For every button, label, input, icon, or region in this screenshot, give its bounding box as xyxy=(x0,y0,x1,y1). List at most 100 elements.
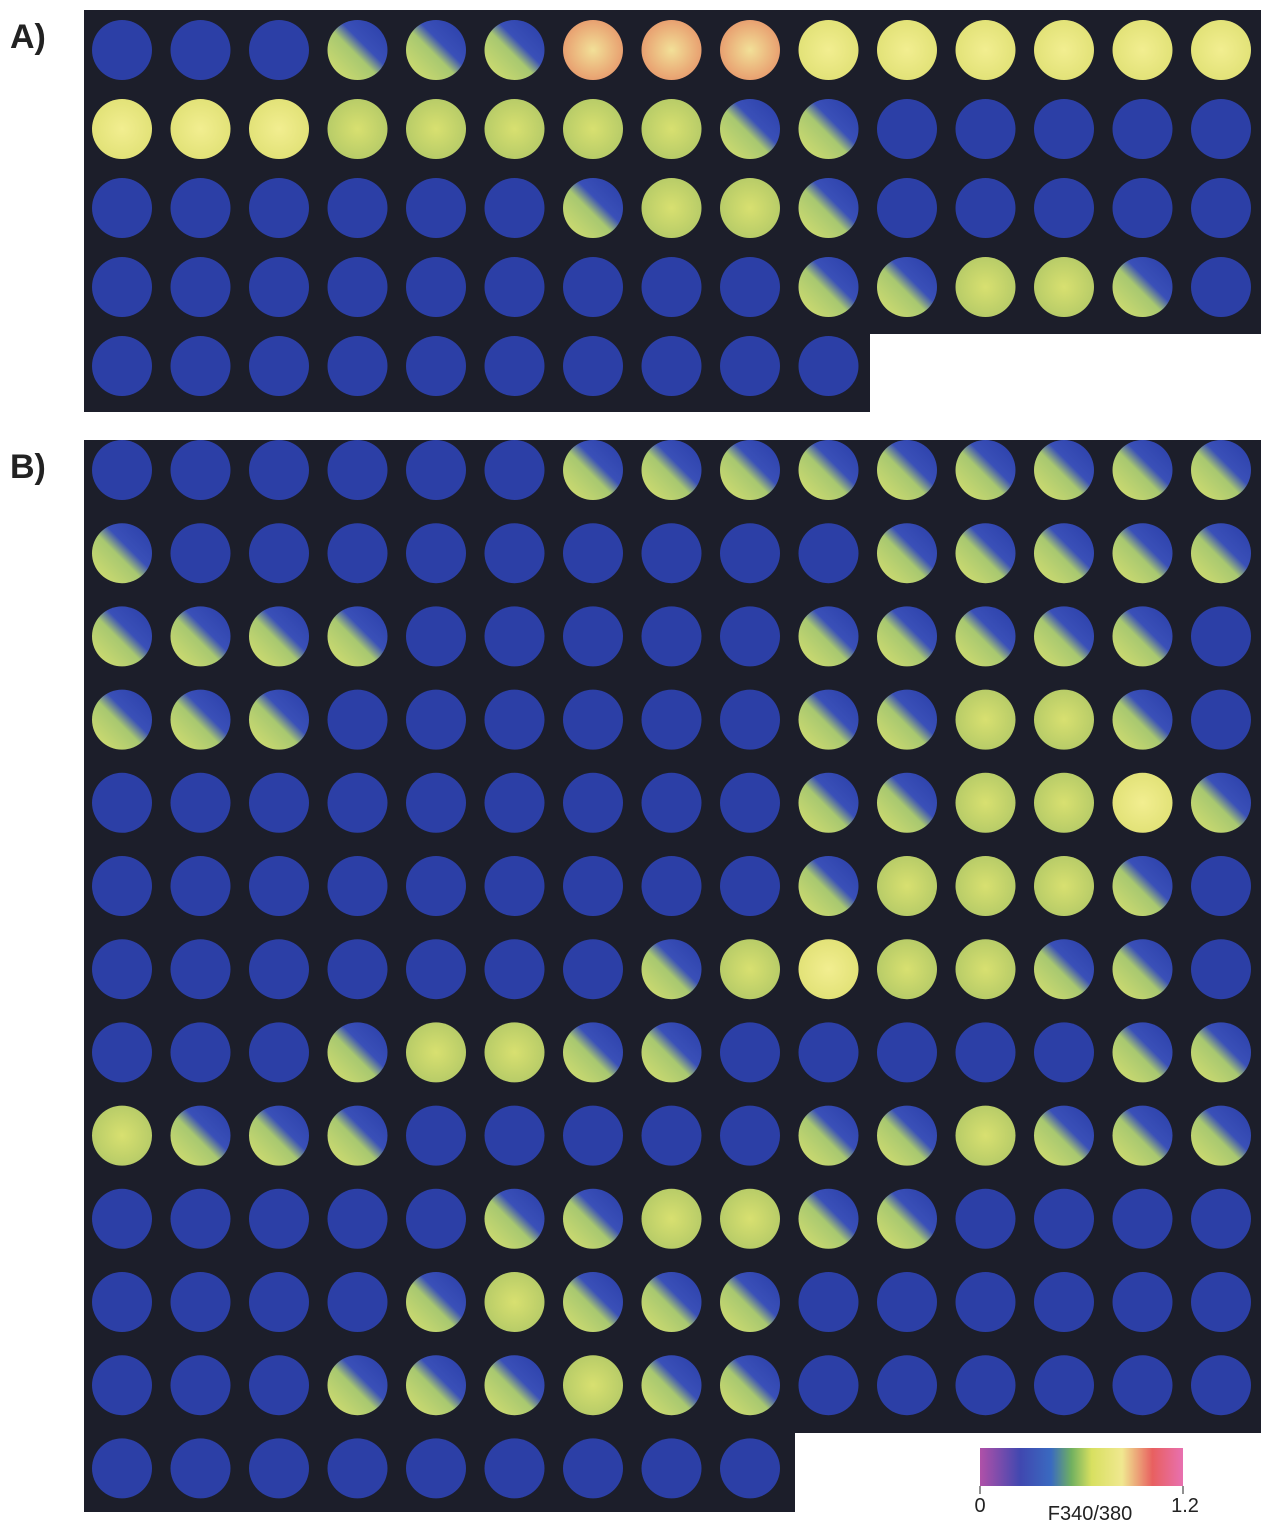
cell xyxy=(1112,178,1173,238)
cell xyxy=(955,257,1016,317)
cell xyxy=(170,1188,231,1249)
cell xyxy=(641,178,702,238)
cell xyxy=(1191,939,1251,1000)
cell xyxy=(92,939,152,1000)
cell xyxy=(327,856,388,916)
cell xyxy=(170,1105,231,1166)
cell xyxy=(877,1272,937,1332)
cell xyxy=(955,772,1016,833)
cell xyxy=(563,856,623,916)
cell xyxy=(798,440,859,500)
cell xyxy=(406,772,466,833)
cell xyxy=(484,440,545,500)
cell xyxy=(1191,856,1251,916)
cell xyxy=(955,99,1016,159)
cell xyxy=(877,856,937,916)
cell xyxy=(1034,523,1094,584)
cell xyxy=(92,178,152,238)
cell xyxy=(1191,606,1251,667)
cell xyxy=(327,440,388,500)
cell xyxy=(798,20,859,80)
cell xyxy=(484,606,545,667)
panel-label: B) xyxy=(10,448,46,486)
cell xyxy=(1034,1272,1094,1332)
cell xyxy=(249,336,309,396)
cell xyxy=(406,1438,466,1499)
cell xyxy=(484,1188,545,1249)
cell xyxy=(563,178,623,238)
cell xyxy=(955,689,1016,750)
cell xyxy=(1034,689,1094,750)
cell xyxy=(1034,1355,1094,1416)
cell xyxy=(1112,1022,1173,1083)
cell xyxy=(170,1355,231,1416)
cell xyxy=(877,1355,937,1416)
cell xyxy=(1034,440,1094,500)
cell xyxy=(484,856,545,916)
cell xyxy=(249,939,309,1000)
cell xyxy=(92,1355,152,1416)
cell xyxy=(92,772,152,833)
cell xyxy=(249,99,309,159)
cell xyxy=(327,1355,388,1416)
cell xyxy=(720,856,780,916)
cell xyxy=(798,178,859,238)
cell xyxy=(641,1105,702,1166)
cell xyxy=(92,523,152,584)
cell xyxy=(170,606,231,667)
cell xyxy=(92,689,152,750)
cell xyxy=(249,178,309,238)
cell xyxy=(1112,1355,1173,1416)
cell xyxy=(170,856,231,916)
cell xyxy=(327,772,388,833)
cell xyxy=(249,1105,309,1166)
cell xyxy=(641,856,702,916)
cell xyxy=(798,1022,859,1083)
cell xyxy=(406,336,466,396)
cell xyxy=(249,856,309,916)
cell xyxy=(1191,1272,1251,1332)
cell xyxy=(92,257,152,317)
cell xyxy=(1112,939,1173,1000)
cell xyxy=(877,440,937,500)
cell xyxy=(720,606,780,667)
cell xyxy=(484,1105,545,1166)
cell xyxy=(92,20,152,80)
cell xyxy=(327,939,388,1000)
cell xyxy=(406,1105,466,1166)
cell xyxy=(798,1105,859,1166)
cell xyxy=(641,689,702,750)
cell xyxy=(563,1022,623,1083)
cell xyxy=(1034,99,1094,159)
cell xyxy=(406,257,466,317)
cell xyxy=(641,336,702,396)
cell xyxy=(720,1272,780,1332)
cell xyxy=(720,20,780,80)
cell xyxy=(877,772,937,833)
cell xyxy=(798,772,859,833)
cell xyxy=(170,178,231,238)
cell xyxy=(484,99,545,159)
cell xyxy=(798,939,859,1000)
cell xyxy=(484,523,545,584)
cell xyxy=(1034,1022,1094,1083)
cell xyxy=(641,1022,702,1083)
cell xyxy=(955,178,1016,238)
cell xyxy=(1034,257,1094,317)
cell xyxy=(170,257,231,317)
cell xyxy=(798,856,859,916)
cell xyxy=(798,257,859,317)
cell xyxy=(955,1355,1016,1416)
cell xyxy=(170,1272,231,1332)
cell xyxy=(170,336,231,396)
cell xyxy=(249,689,309,750)
cell xyxy=(327,99,388,159)
cell xyxy=(170,939,231,1000)
cell xyxy=(249,1438,309,1499)
cell xyxy=(720,1188,780,1249)
cell xyxy=(877,1022,937,1083)
cell xyxy=(877,689,937,750)
cell xyxy=(327,20,388,80)
cell xyxy=(563,939,623,1000)
cell xyxy=(1191,1355,1251,1416)
